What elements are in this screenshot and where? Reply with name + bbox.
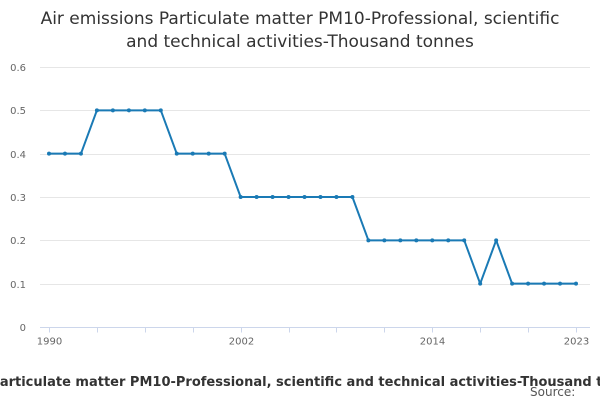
data-point-1997[interactable] — [158, 108, 163, 113]
y-axis: 0 0.1 0.2 0.3 0.4 0.5 0.6 — [10, 63, 26, 334]
data-point-2010[interactable] — [366, 238, 371, 243]
data-point-1994[interactable] — [110, 108, 115, 113]
data-point-2020[interactable] — [526, 281, 531, 286]
data-point-1996[interactable] — [142, 108, 147, 113]
data-point-1999[interactable] — [190, 151, 195, 156]
data-point-2006[interactable] — [302, 195, 307, 199]
data-point-2023[interactable] — [574, 281, 578, 286]
data-point-2002[interactable] — [238, 195, 243, 199]
footer-chart-title: Air emissions Particulate matter PM10-Pr… — [0, 375, 600, 390]
x-tick-label: 2002 — [229, 337, 254, 348]
chart-title-line-1: Air emissions Particulate matter PM10-Pr… — [40, 9, 560, 29]
y-tick-label: 0 — [20, 323, 26, 334]
data-point-2014[interactable] — [430, 238, 435, 243]
data-point-2011[interactable] — [382, 238, 387, 243]
data-point-1993[interactable] — [94, 108, 99, 113]
data-point-2017[interactable] — [478, 281, 483, 286]
data-point-2018[interactable] — [494, 238, 499, 243]
data-point-2019[interactable] — [510, 281, 515, 286]
data-point-2008[interactable] — [334, 195, 339, 199]
x-tick-label: 2023 — [564, 337, 589, 348]
y-tick-label: 0.3 — [10, 193, 26, 204]
chart-title-line-2: and technical activities-Thousand tonnes — [126, 32, 474, 52]
x-axis: 1990 2002 2014 2023 — [37, 327, 590, 348]
y-tick-label: 0.4 — [10, 150, 26, 161]
x-tick-label: 1990 — [37, 337, 62, 348]
gridlines — [40, 67, 590, 285]
y-tick-label: 0.5 — [10, 106, 26, 117]
data-point-2005[interactable] — [286, 195, 291, 199]
footer-chart-title-text: Air emissions Particulate matter PM10-Pr… — [0, 375, 600, 390]
x-tick-label: 2014 — [420, 337, 445, 348]
data-point-1991[interactable] — [62, 151, 67, 156]
data-point-2004[interactable] — [270, 195, 275, 199]
data-point-1992[interactable] — [78, 151, 83, 156]
data-point-2021[interactable] — [542, 281, 547, 286]
series-layer — [47, 108, 578, 286]
series-line — [48, 109, 577, 285]
data-point-2012[interactable] — [398, 238, 403, 243]
data-point-2016[interactable] — [462, 238, 467, 243]
data-point-2022[interactable] — [558, 281, 563, 286]
y-tick-label: 0.6 — [10, 63, 26, 74]
data-point-1998[interactable] — [174, 151, 179, 156]
source-label: Source: — [530, 385, 576, 399]
data-point-2015[interactable] — [446, 238, 451, 243]
data-point-1995[interactable] — [126, 108, 131, 113]
chart-title: Air emissions Particulate matter PM10-Pr… — [0, 8, 600, 54]
data-point-2007[interactable] — [318, 195, 323, 199]
data-point-2001[interactable] — [222, 151, 227, 156]
data-point-1990[interactable] — [47, 151, 51, 156]
y-tick-label: 0.1 — [10, 280, 26, 291]
data-point-2009[interactable] — [350, 195, 355, 199]
data-point-2003[interactable] — [254, 195, 259, 199]
data-point-2013[interactable] — [414, 238, 419, 243]
data-point-2000[interactable] — [206, 151, 211, 156]
y-tick-label: 0.2 — [10, 236, 26, 247]
